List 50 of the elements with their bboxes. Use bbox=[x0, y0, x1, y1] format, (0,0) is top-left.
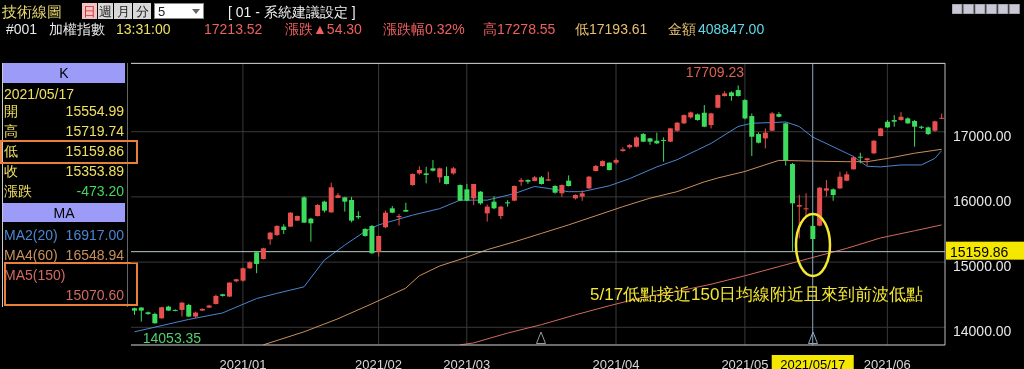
text: 週 bbox=[98, 3, 113, 19]
text: MA bbox=[3, 203, 125, 222]
text: MA4(60) bbox=[4, 247, 58, 263]
text: 17213.52 bbox=[204, 21, 263, 37]
text: 日 bbox=[82, 3, 97, 19]
text: 分 bbox=[133, 3, 151, 19]
y-tick-label: 15000.00 bbox=[953, 258, 1012, 275]
text: 漲跌幅0.32% bbox=[383, 21, 465, 37]
text: 15719.74 bbox=[65, 123, 124, 139]
text: 16548.94 bbox=[65, 247, 124, 263]
text: MA5(150) bbox=[4, 267, 66, 283]
text: 低 bbox=[4, 143, 18, 159]
y-tick-label: 14000.00 bbox=[953, 323, 1012, 340]
text: 408847.00 bbox=[698, 21, 765, 37]
text: 16917.00 bbox=[65, 227, 124, 243]
annotation: 17709.23 bbox=[685, 64, 745, 81]
annotation: 14053.35 bbox=[142, 329, 202, 346]
text: 加權指數 bbox=[49, 21, 105, 37]
x-tick-label: 2021/02 bbox=[355, 357, 403, 369]
x-tick-label: 2021/03 bbox=[443, 357, 491, 369]
text: #001 bbox=[6, 21, 38, 37]
text: MA2(20) bbox=[4, 227, 58, 243]
text: K bbox=[3, 63, 125, 83]
text: 5 bbox=[158, 4, 166, 19]
ref-line-label: 15159.86 bbox=[950, 243, 1009, 260]
text: 15554.99 bbox=[65, 103, 124, 119]
text: 13:31:00 bbox=[116, 21, 171, 37]
category-label: 2021/05/17 bbox=[4, 86, 75, 102]
text: [ 01 - 系統建議設定 ] bbox=[228, 4, 356, 20]
x-tick-label: 2021/01 bbox=[219, 357, 267, 369]
text: 金額 bbox=[668, 21, 696, 37]
x-tick-label: 2021/04 bbox=[592, 357, 640, 369]
text: 收 bbox=[4, 163, 18, 179]
text: 月 bbox=[114, 3, 132, 19]
y-tick-label: 17000.00 bbox=[953, 127, 1012, 144]
text: 15070.60 bbox=[65, 287, 124, 303]
text: 漲跌 bbox=[4, 183, 32, 199]
text: 高 bbox=[4, 123, 18, 139]
chart-title: 技術線圖 bbox=[2, 3, 62, 20]
text: 15159.86 bbox=[65, 143, 124, 159]
text: 低17193.61 bbox=[575, 21, 648, 37]
text: -473.20 bbox=[76, 183, 124, 199]
x-tick-label: 2021/05/17 bbox=[780, 357, 846, 369]
y-tick-label: 16000.00 bbox=[953, 192, 1012, 209]
x-tick-label: 2021/06 bbox=[863, 357, 911, 369]
text: 開 bbox=[4, 103, 18, 119]
x-tick-label: 2021/05 bbox=[721, 357, 769, 369]
text: 高17278.55 bbox=[483, 21, 556, 37]
text: 15353.89 bbox=[65, 163, 124, 179]
text: 漲跌▲54.30 bbox=[285, 21, 362, 37]
